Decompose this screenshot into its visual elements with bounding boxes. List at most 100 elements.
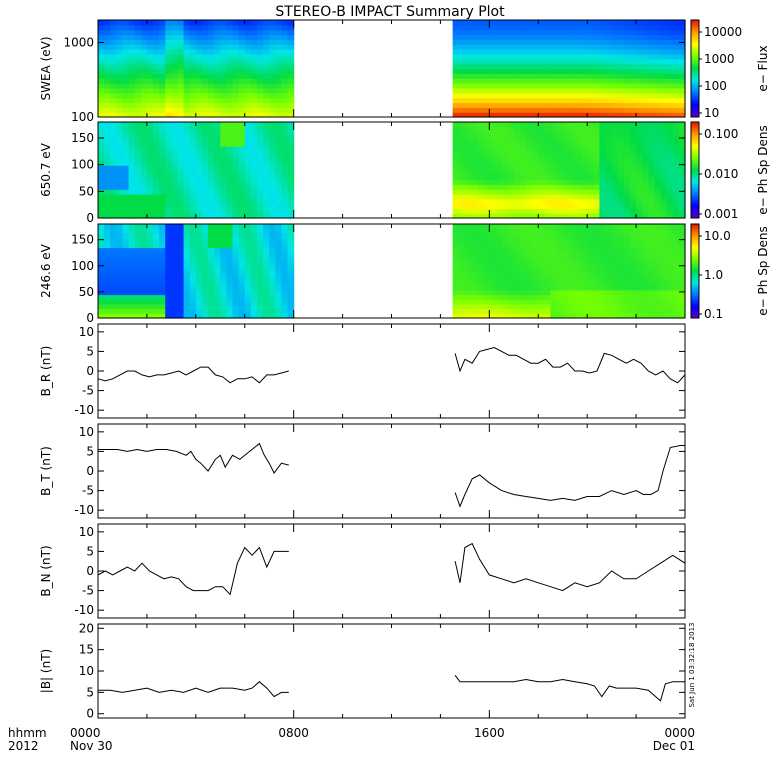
heatmap-cell [495, 107, 503, 113]
heatmap-cell [556, 155, 564, 161]
heatmap-cell [581, 20, 588, 26]
heatmap-cell [470, 102, 478, 108]
heatmap-cell [134, 29, 142, 36]
heatmap-cell [574, 179, 582, 185]
heatmap-cell [642, 131, 649, 137]
heatmap-cell [232, 303, 240, 310]
heatmap-cell [617, 238, 625, 244]
heatmap-cell [153, 208, 160, 214]
heatmap-cell [122, 313, 130, 319]
heatmap-cell [636, 280, 643, 286]
heatmap-cell [568, 233, 576, 239]
heatmap-cell [153, 294, 160, 300]
heatmap-cell [648, 150, 656, 157]
heatmap-cell [183, 299, 191, 305]
heatmap-cell [556, 203, 564, 209]
heatmap-cell [501, 87, 509, 94]
heatmap-cell [581, 266, 588, 272]
heatmap-cell [654, 238, 662, 244]
heatmap-cell [617, 313, 625, 319]
heatmap-cell [636, 256, 643, 263]
heatmap-cell [562, 170, 570, 176]
heatmap-cell [562, 213, 570, 219]
heatmap-cell [642, 53, 649, 60]
heatmap-cell [128, 63, 136, 70]
heatmap-cell [489, 203, 497, 209]
heatmap-cell [153, 107, 160, 113]
heatmap-cell [116, 122, 124, 128]
colorbar-tick-label: 10 [704, 106, 719, 120]
heatmap-cell [250, 112, 258, 118]
heatmap-cell [146, 242, 154, 249]
heatmap-cell [526, 155, 533, 161]
heatmap-cell [226, 189, 234, 195]
heatmap-cell [477, 174, 484, 181]
heatmap-cell [623, 58, 631, 65]
heatmap-cell [495, 184, 503, 190]
heatmap-cell [574, 280, 582, 286]
heatmap-cell [232, 233, 240, 239]
heatmap-cell [532, 141, 539, 147]
heatmap-cell [538, 174, 545, 181]
heatmap-cell [263, 208, 270, 214]
heatmap-cell [544, 252, 552, 258]
heatmap-cell [140, 141, 148, 147]
heatmap-cell [104, 285, 111, 291]
heatmap-cell [269, 174, 276, 181]
heatmap-cell [642, 141, 649, 147]
heatmap-cell [269, 247, 276, 253]
heatmap-cell [452, 285, 460, 291]
heatmap-cell [232, 170, 240, 176]
heatmap-cell [214, 256, 221, 263]
heatmap-cell [104, 87, 111, 94]
heatmap-cell [195, 136, 203, 142]
heatmap-cell [599, 87, 607, 94]
heatmap-cell [617, 92, 625, 99]
heatmap-cell [226, 73, 234, 79]
heatmap-cell [538, 126, 545, 133]
heatmap-cell [562, 87, 570, 94]
heatmap-cell [544, 44, 552, 50]
heatmap-cell [581, 198, 588, 205]
heatmap-cell [574, 155, 582, 161]
heatmap-cell [654, 39, 662, 45]
heatmap-cell [287, 228, 295, 234]
heatmap-cell [672, 242, 680, 249]
heatmap-cell [287, 299, 295, 305]
heatmap-cell [458, 213, 466, 219]
heatmap-cell [648, 87, 656, 94]
heatmap-cell [458, 294, 466, 300]
heatmap-cell [489, 299, 497, 305]
heatmap-cell [483, 49, 490, 55]
heatmap-cell [104, 203, 111, 209]
heatmap-cell [208, 53, 215, 60]
heatmap-cell [183, 146, 191, 152]
heatmap-cell [269, 233, 276, 239]
heatmap-cell [593, 122, 600, 128]
heatmap-cell [587, 160, 594, 166]
heatmap-cell [452, 228, 460, 234]
heatmap-cell [483, 63, 490, 70]
heatmap-cell [666, 233, 674, 239]
heatmap-cell [452, 68, 460, 74]
heatmap-cell [678, 107, 686, 113]
heatmap-cell [611, 34, 619, 40]
colorbar-swea [690, 19, 700, 118]
heatmap-cell [146, 150, 154, 157]
heatmap-cell [159, 261, 166, 267]
heatmap-cell [146, 83, 154, 89]
heatmap-cell [654, 303, 662, 310]
heatmap-cell [208, 303, 215, 310]
heatmap-cell [605, 203, 613, 209]
heatmap-cell [544, 141, 552, 147]
heatmap-cell [550, 285, 558, 291]
colorbar-label: e− Flux [756, 45, 770, 91]
heatmap-cell [275, 294, 283, 300]
heatmap-cell [470, 233, 478, 239]
heatmap-cell [159, 238, 166, 244]
heatmap-cell [201, 155, 209, 161]
heatmap-cell [208, 29, 215, 36]
heatmap-cell [678, 146, 686, 152]
heatmap-cell [110, 261, 117, 267]
heatmap-cell [146, 184, 154, 190]
